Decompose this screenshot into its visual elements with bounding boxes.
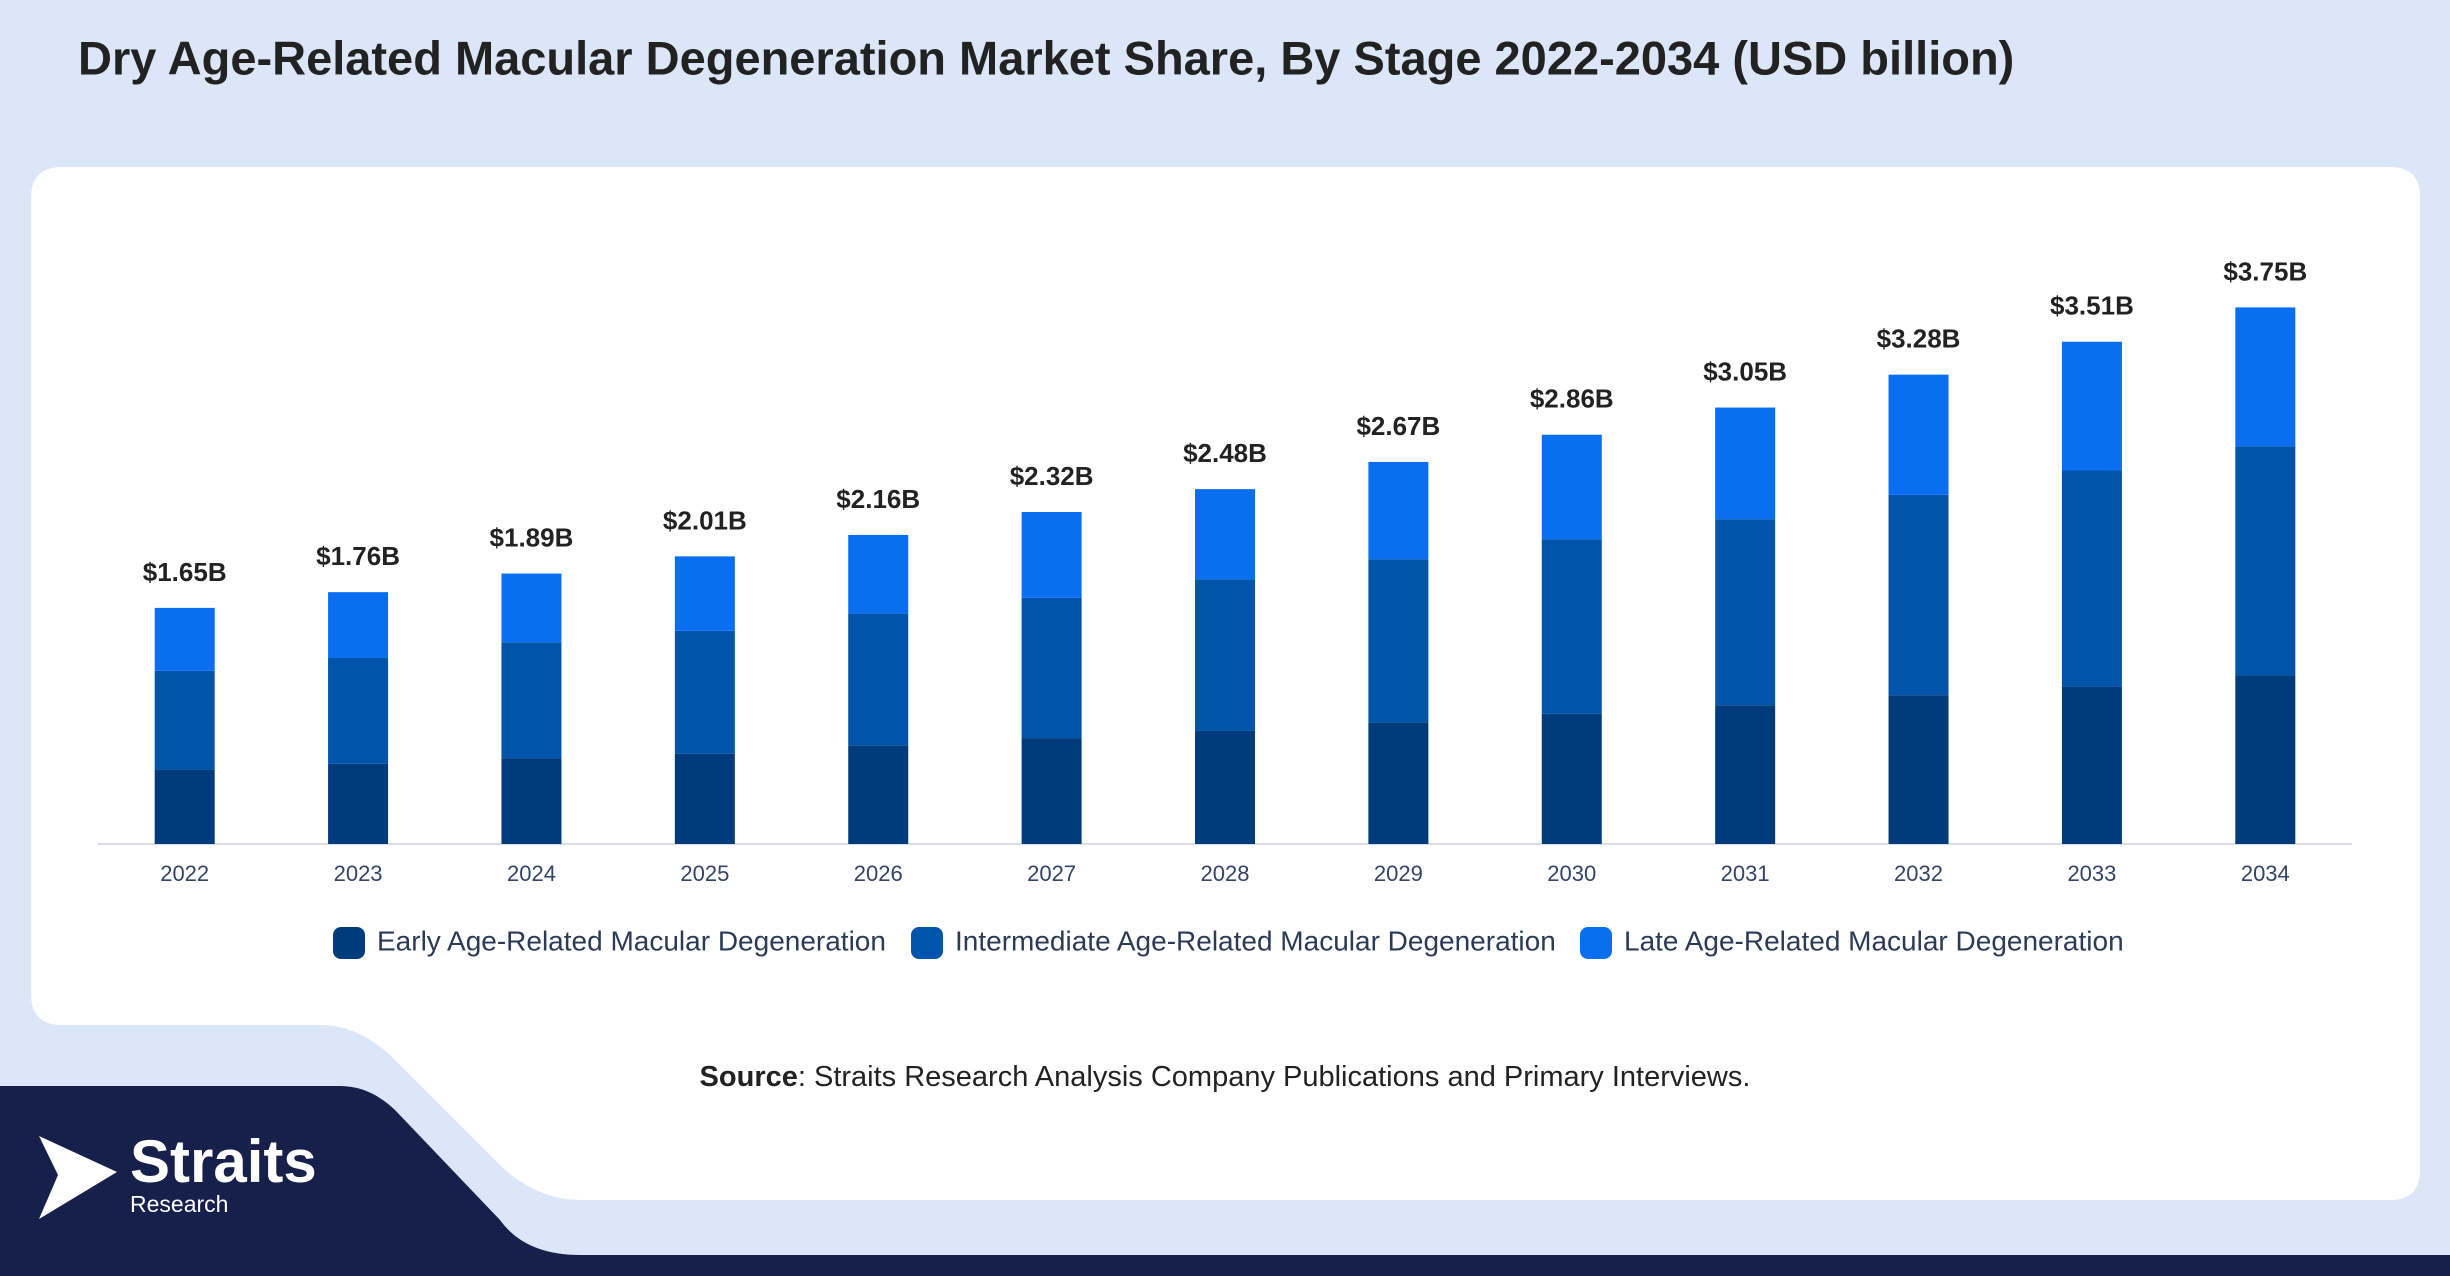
- bar-segment: [501, 642, 562, 759]
- bar-segment: [1541, 713, 1602, 844]
- bar-segment: [1888, 374, 1949, 495]
- total-label: $2.67B: [1356, 411, 1440, 441]
- bar-segment: [2235, 307, 2296, 447]
- x-tick-label: 2034: [2241, 861, 2290, 886]
- bar-segment: [1888, 695, 1949, 844]
- legend-label: Early Age-Related Macular Degeneration: [377, 925, 886, 956]
- legend-label: Late Age-Related Macular Degeneration: [1624, 925, 2124, 956]
- bar-segment: [154, 769, 215, 844]
- total-label: $2.48B: [1183, 438, 1267, 468]
- bar-segment: [501, 758, 562, 844]
- total-label: $2.16B: [836, 484, 920, 514]
- total-label: $3.05B: [1703, 356, 1787, 386]
- source-text: : Straits Research Analysis Company Publ…: [798, 1061, 1751, 1093]
- bar-segment: [674, 556, 735, 631]
- legend-label: Intermediate Age-Related Macular Degener…: [955, 925, 1556, 956]
- bar-segment: [328, 763, 389, 844]
- bar-segment: [1021, 738, 1082, 844]
- bar-segment: [1368, 559, 1429, 723]
- source: Source: Straits Research Analysis Compan…: [700, 1061, 1751, 1093]
- x-tick-label: 2029: [1374, 861, 1423, 886]
- bar-segment: [1715, 407, 1776, 520]
- bar-segment: [1021, 597, 1082, 739]
- bar-segment: [154, 607, 215, 671]
- bar-segment: [674, 753, 735, 844]
- bar-segment: [1541, 539, 1602, 714]
- total-label: $3.28B: [1877, 324, 1961, 354]
- total-label: $3.51B: [2050, 291, 2134, 321]
- bar-segment: [1195, 489, 1255, 580]
- bar-segment: [848, 745, 909, 844]
- footer-shape: [0, 1086, 2450, 1276]
- x-tick-label: 2032: [1894, 861, 1943, 886]
- x-tick-label: 2031: [1721, 861, 1770, 886]
- bar-segment: [2235, 446, 2296, 676]
- total-label: $1.76B: [316, 541, 400, 571]
- chart-title: Dry Age-Related Macular Degeneration Mar…: [78, 31, 2014, 84]
- source-label: Source: [700, 1061, 798, 1093]
- legend-swatch: [333, 927, 365, 959]
- bar-segment: [1195, 730, 1255, 844]
- legend-swatch: [1580, 927, 1612, 959]
- x-tick-label: 2026: [854, 861, 903, 886]
- bar-segment: [674, 630, 735, 754]
- bar-segment: [1368, 722, 1429, 844]
- bar-segment: [2235, 675, 2296, 844]
- bar-segment: [1021, 512, 1082, 598]
- x-tick-label: 2033: [2067, 861, 2116, 886]
- bar-segment: [1195, 579, 1255, 731]
- logo-tagline: Research: [130, 1191, 228, 1217]
- bar-segment: [1541, 434, 1602, 540]
- total-label: $2.86B: [1530, 384, 1614, 414]
- x-tick-label: 2027: [1027, 861, 1076, 886]
- bar-segment: [2061, 341, 2122, 471]
- total-label: $2.01B: [663, 505, 747, 535]
- total-label: $2.32B: [1010, 461, 1094, 491]
- bar-segment: [1368, 461, 1429, 560]
- bar-segment: [328, 657, 389, 764]
- bar-segment: [2061, 686, 2122, 844]
- bar-segment: [848, 613, 909, 746]
- bar-segment: [501, 573, 562, 643]
- x-tick-label: 2024: [507, 861, 556, 886]
- logo-name: Straits: [130, 1128, 317, 1195]
- bar-segment: [848, 534, 909, 614]
- x-tick-label: 2030: [1547, 861, 1596, 886]
- bar-segment: [1888, 494, 1949, 696]
- x-tick-label: 2025: [680, 861, 729, 886]
- total-label: $1.65B: [143, 557, 227, 587]
- legend-swatch: [911, 927, 943, 959]
- bar-segment: [154, 670, 215, 770]
- total-label: $3.75B: [2223, 256, 2307, 286]
- x-tick-label: 2028: [1201, 861, 1250, 886]
- x-tick-label: 2022: [160, 861, 209, 886]
- bar-segment: [2061, 470, 2122, 687]
- total-label: $1.89B: [490, 522, 574, 552]
- logo-icon: [39, 1136, 117, 1219]
- bar-segment: [1715, 519, 1776, 706]
- x-tick-label: 2023: [334, 861, 383, 886]
- bar-segment: [1715, 705, 1776, 844]
- bar-segment: [328, 592, 389, 658]
